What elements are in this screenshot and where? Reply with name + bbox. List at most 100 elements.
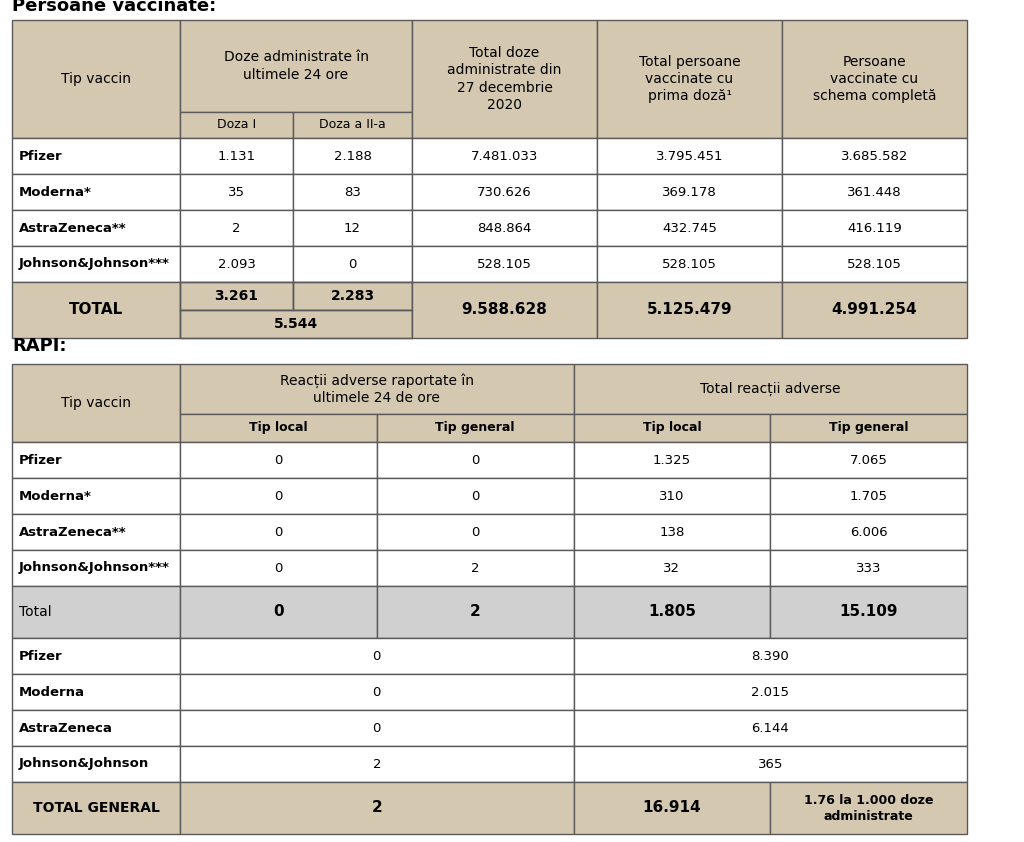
Bar [782,210,967,246]
Bar [782,174,967,210]
Text: Tip local: Tip local [643,422,701,434]
Text: Doze administrate în
ultimele 24 ore: Doze administrate în ultimele 24 ore [223,51,369,82]
Bar [180,174,293,210]
Text: Pfizer: Pfizer [19,454,62,466]
Text: 369.178: 369.178 [663,185,717,199]
Text: Tip vaccin: Tip vaccin [61,396,131,410]
Bar [377,586,573,638]
Text: 0: 0 [274,562,283,574]
Text: 5.125.479: 5.125.479 [647,302,732,317]
Bar [597,210,782,246]
Text: 0: 0 [373,722,381,734]
Bar [770,514,967,550]
Bar [180,20,412,112]
Bar [573,586,770,638]
Text: 0: 0 [373,685,381,699]
Bar [180,310,412,338]
Text: AstraZeneca**: AstraZeneca** [19,525,127,539]
Bar [293,246,412,282]
Bar [293,210,412,246]
Bar [12,282,180,338]
Bar [597,174,782,210]
Bar [293,282,412,310]
Text: 2: 2 [373,758,381,770]
Bar [573,414,770,442]
Text: 0: 0 [273,605,284,620]
Bar [180,746,573,782]
Bar [377,442,573,478]
Bar [293,138,412,174]
Text: 361.448: 361.448 [847,185,902,199]
Text: 6.144: 6.144 [752,722,790,734]
Bar [782,20,967,138]
Bar [180,246,293,282]
Text: 1.325: 1.325 [653,454,691,466]
Bar [12,210,180,246]
Text: Tip general: Tip general [435,422,515,434]
Text: Johnson&Johnson***: Johnson&Johnson*** [19,258,170,270]
Bar [12,586,180,638]
Text: 3.261: 3.261 [214,289,258,303]
Text: Doza I: Doza I [217,119,256,131]
Bar [180,138,293,174]
Bar [12,674,180,710]
Bar [12,782,180,834]
Text: 0: 0 [373,649,381,663]
Bar [12,478,180,514]
Text: Persoane
vaccinate cu
schema completă: Persoane vaccinate cu schema completă [813,55,936,104]
Text: Tip vaccin: Tip vaccin [61,72,131,86]
Bar [377,550,573,586]
Bar [597,246,782,282]
Text: 0: 0 [274,525,283,539]
Text: Total doze
administrate din
27 decembrie
2020: Total doze administrate din 27 decembrie… [447,46,562,112]
Text: Doza a II-a: Doza a II-a [319,119,386,131]
Bar [180,586,377,638]
Bar [412,282,597,338]
Text: 1.805: 1.805 [648,605,696,620]
Bar [573,364,967,414]
Text: 730.626: 730.626 [477,185,531,199]
Text: 528.105: 528.105 [477,258,531,270]
Bar [573,674,967,710]
Text: 16.914: 16.914 [643,801,701,816]
Bar [180,782,573,834]
Bar [293,174,412,210]
Bar [12,442,180,478]
Bar [180,210,293,246]
Text: Tip local: Tip local [249,422,307,434]
Text: 3.795.451: 3.795.451 [655,150,723,163]
Bar [573,746,967,782]
Text: Moderna*: Moderna* [19,185,92,199]
Bar [180,414,377,442]
Bar [573,710,967,746]
Bar [180,638,573,674]
Bar [180,710,573,746]
Text: 0: 0 [471,454,479,466]
Text: 2: 2 [470,605,480,620]
Text: 5.544: 5.544 [273,317,318,331]
Text: 1.705: 1.705 [850,489,888,503]
Bar [770,550,967,586]
Bar [180,478,377,514]
Bar [180,364,573,414]
Bar [770,782,967,834]
Text: Total: Total [19,605,51,619]
Bar [180,550,377,586]
Bar [770,414,967,442]
Bar [293,112,412,138]
Text: 0: 0 [274,489,283,503]
Bar [412,174,597,210]
Text: 15.109: 15.109 [840,605,898,620]
Bar [597,20,782,138]
Bar [573,478,770,514]
Text: 0: 0 [348,258,356,270]
Bar [597,138,782,174]
Text: Pfizer: Pfizer [19,150,62,163]
Text: Johnson&Johnson: Johnson&Johnson [19,758,150,770]
Bar [782,282,967,338]
Bar [412,20,597,138]
Bar [782,246,967,282]
Bar [180,674,573,710]
Text: 138: 138 [659,525,685,539]
Text: 2.093: 2.093 [217,258,255,270]
